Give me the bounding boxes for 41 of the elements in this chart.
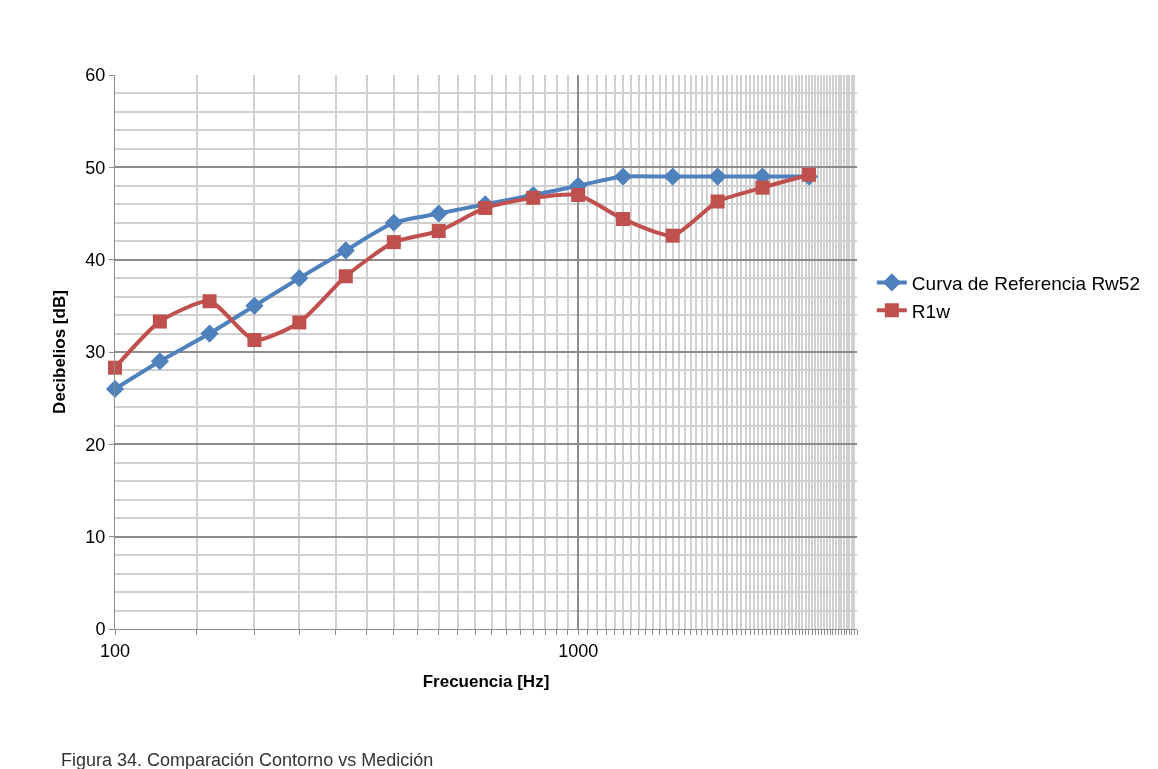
point	[338, 269, 353, 284]
y-tick-label: 40	[85, 249, 106, 270]
point	[384, 213, 403, 232]
text: Figura 34. Comparación Contorno vs Medición	[61, 750, 434, 769]
y-axis-title: Decibelios [dB]	[49, 290, 69, 414]
point	[429, 204, 448, 223]
x-axis-title: Frecuencia [Hz]	[422, 672, 550, 691]
y-tick-label: 10	[85, 526, 106, 547]
y-tick-label: 50	[85, 157, 106, 178]
x-tick-label: 100	[99, 640, 131, 661]
point	[526, 190, 541, 205]
point	[386, 235, 401, 250]
point	[245, 296, 264, 315]
point	[613, 167, 633, 186]
point	[292, 315, 307, 330]
point	[571, 188, 586, 203]
point	[200, 324, 219, 343]
y-tick-label: 30	[85, 342, 106, 363]
point	[152, 314, 167, 329]
point	[708, 167, 727, 186]
point	[663, 167, 682, 186]
y-tick-label: 20	[85, 434, 106, 455]
y-tick-label: 60	[85, 65, 106, 86]
point	[616, 212, 631, 227]
point	[665, 228, 680, 243]
point	[105, 379, 125, 399]
y-tick-label: 0	[95, 619, 106, 640]
point	[247, 333, 262, 347]
point	[755, 180, 770, 195]
point	[801, 167, 816, 182]
point	[202, 294, 217, 309]
point	[108, 360, 122, 375]
point	[431, 224, 446, 239]
legend-label: Curva de Referencia Rw52	[911, 272, 1140, 294]
point	[150, 352, 169, 371]
point	[336, 241, 355, 260]
legend-label: R1w	[911, 300, 951, 322]
point	[710, 194, 725, 209]
point	[478, 200, 493, 215]
point	[290, 269, 309, 288]
x-tick-label: 1000	[558, 640, 599, 661]
